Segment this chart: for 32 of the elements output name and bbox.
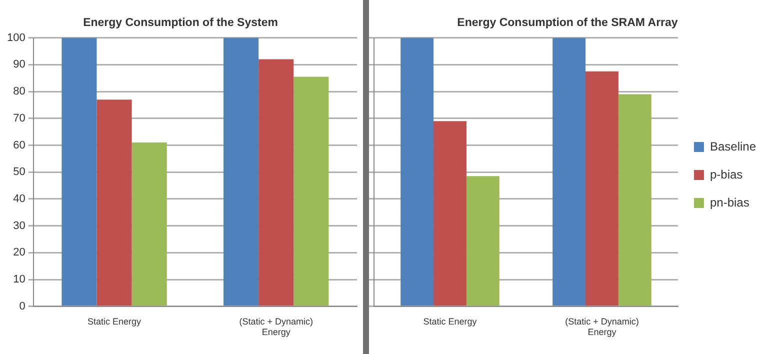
bar [552,38,586,306]
legend-label: Baseline [710,139,756,154]
bar [586,71,618,306]
bar [400,38,434,306]
y-tick-label: 0 [19,300,26,312]
y-tick-label: 20 [13,246,26,259]
y-tick-label: 80 [13,86,26,98]
bar [434,121,466,306]
y-tick-label: 50 [13,166,26,178]
bar [96,100,132,306]
x-tick-label: (Static + Dynamic) Energy [565,316,639,338]
y-tick-label: 70 [13,112,26,124]
bar [223,38,259,306]
legend-label: p-bias [710,167,743,182]
x-tick-label: Static Energy [423,316,478,326]
bar [294,76,329,306]
bar [62,38,97,306]
y-tick-label: 90 [13,58,26,71]
chart-title: Energy Consumption of the SRAM Array [457,17,678,30]
x-tick-label: (Static + Dynamic) Energy [239,316,313,338]
bar [132,142,167,306]
bar [466,176,500,306]
bar [258,59,294,306]
legend-label: pn-bias [710,195,750,210]
y-tick-label: 40 [13,192,26,205]
x-tick-label: Static Energy [88,316,142,326]
y-tick-label: 30 [13,220,26,232]
bar [618,94,652,306]
chart-title: Energy Consumption of the System [83,17,278,30]
y-tick-label: 100 [6,32,26,44]
y-tick-label: 10 [13,274,26,286]
y-tick-label: 60 [13,139,26,152]
